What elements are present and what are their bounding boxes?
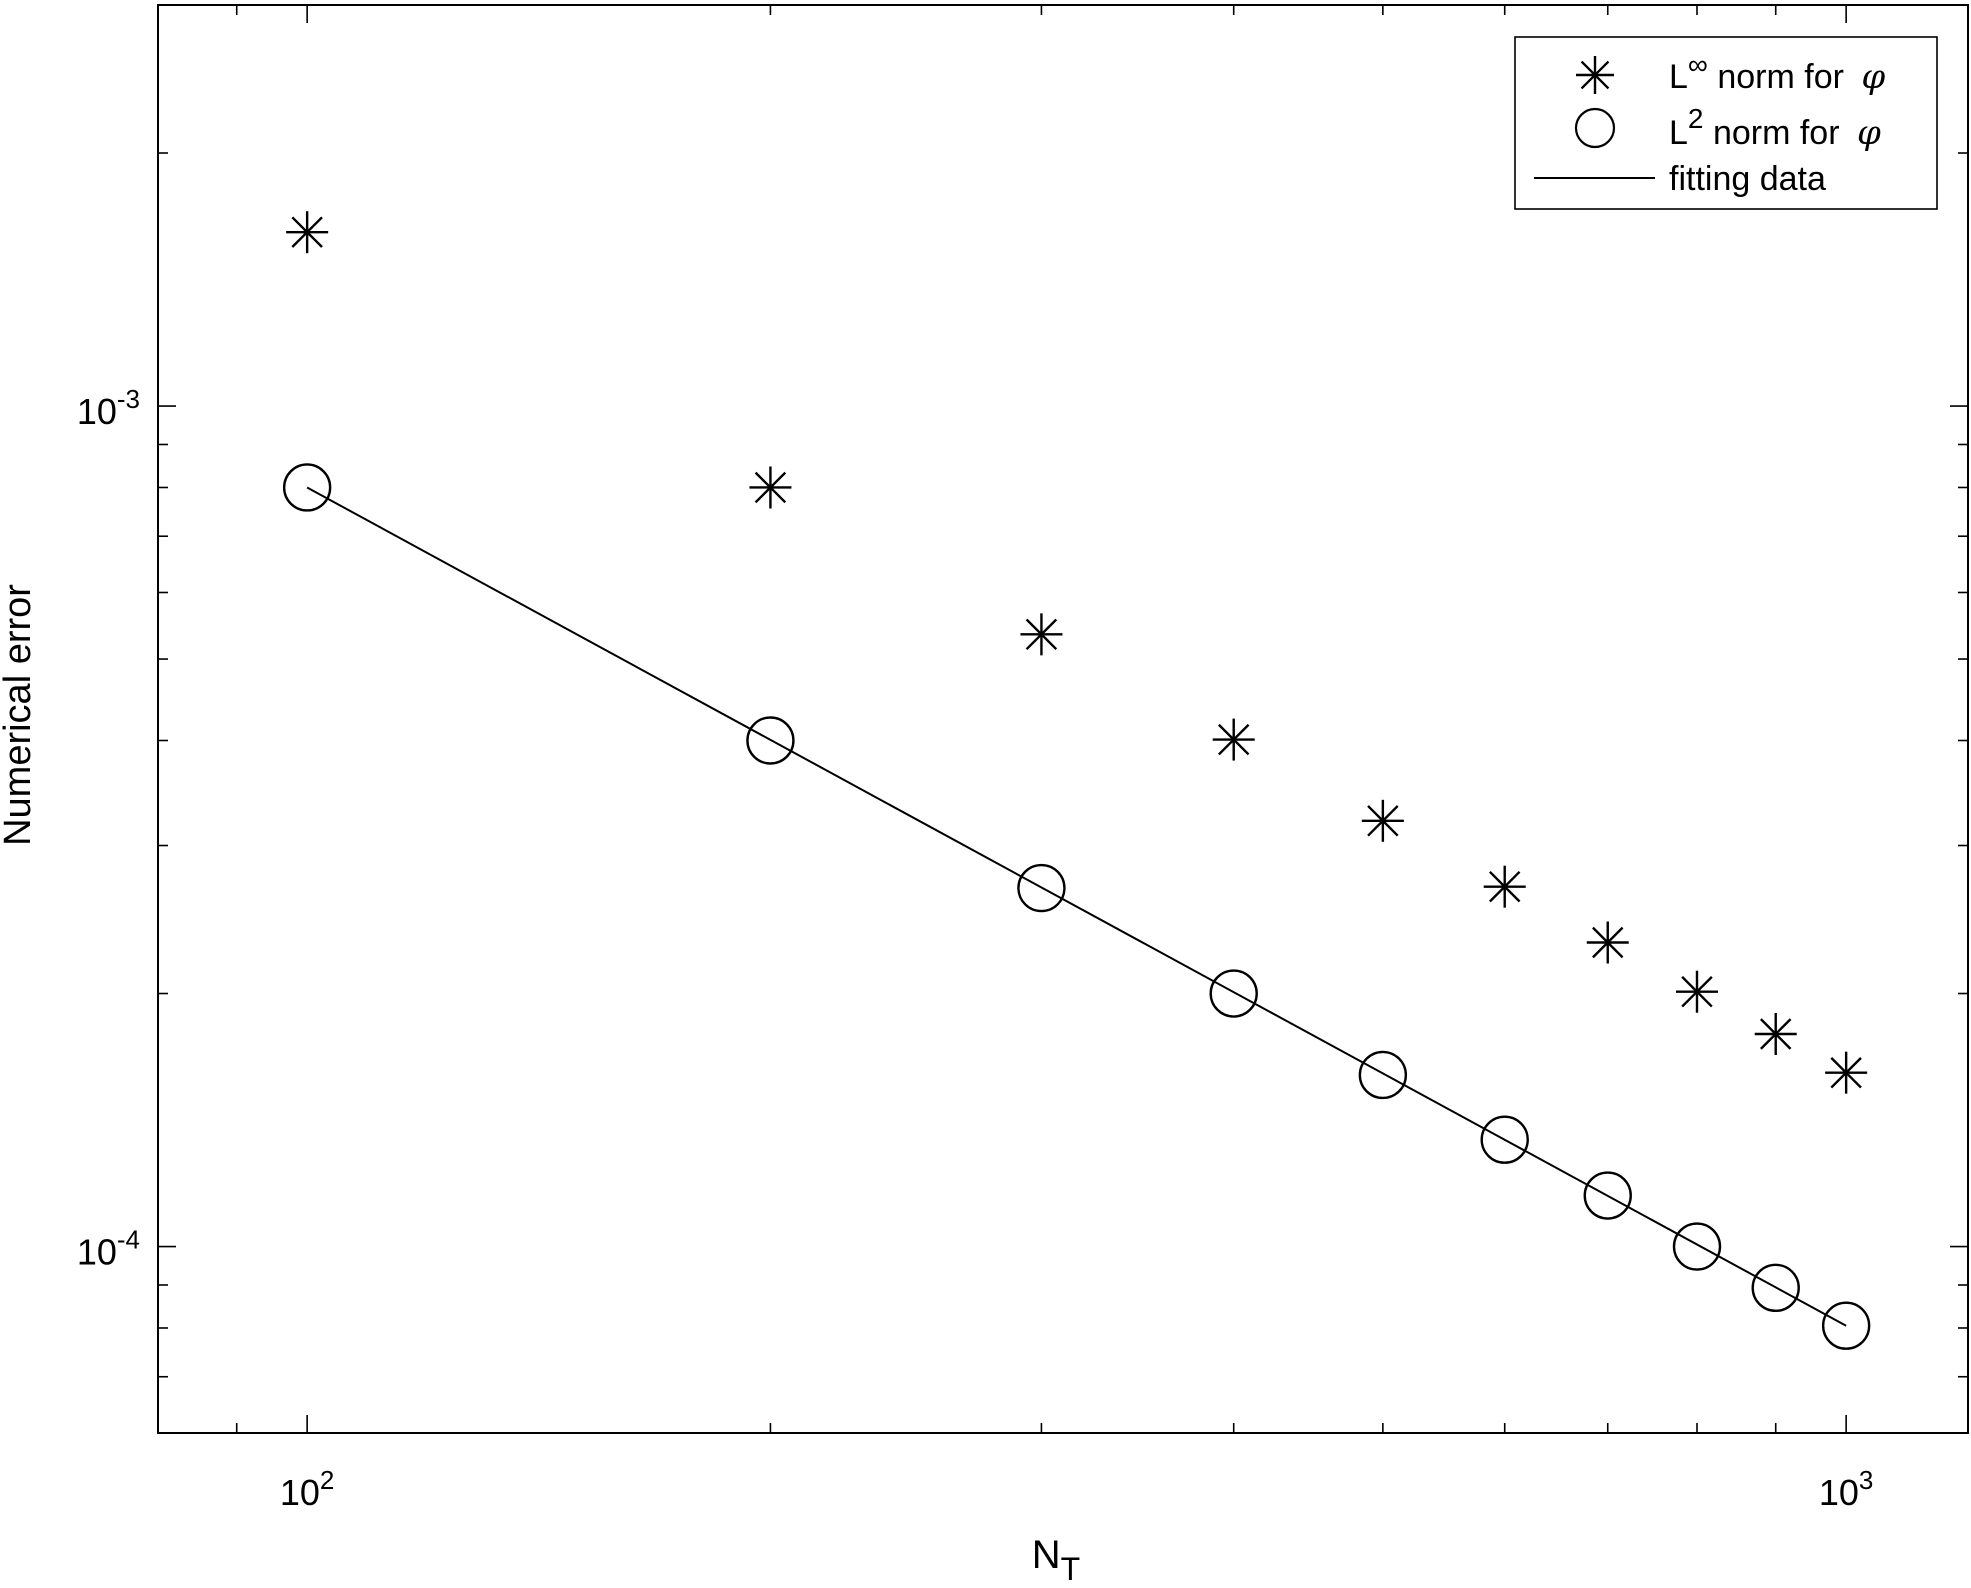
l2-error-point xyxy=(1672,1222,1722,1271)
linf-error-point xyxy=(1754,1013,1797,1056)
l2-error-point xyxy=(1358,1050,1408,1100)
linf-error-point xyxy=(1675,970,1718,1013)
l2-error-point xyxy=(1209,969,1258,1018)
y-tick-label-exponent: -3 xyxy=(117,384,140,414)
fit-line-layer xyxy=(306,486,1847,1327)
plot-area-frame xyxy=(157,4,1969,1434)
l2-error-point xyxy=(746,716,795,765)
y-tick-label: 10-3 xyxy=(77,384,140,432)
x-tick-label-base: 10 xyxy=(1819,1472,1859,1513)
l2-error-point xyxy=(1821,1301,1871,1350)
legend-circle-marker xyxy=(1574,107,1616,149)
y-tick-label: 10-4 xyxy=(77,1225,140,1273)
x-tick-label: 103 xyxy=(1819,1465,1874,1513)
linf-error-point xyxy=(1586,921,1629,964)
major-ticks xyxy=(158,5,1968,1433)
y-tick-label-base: 10 xyxy=(77,1232,117,1273)
legend-label-l2: L2 norm for φ xyxy=(1669,103,1881,153)
x-tick-label: 102 xyxy=(280,1465,335,1513)
linf-error-point xyxy=(1361,799,1404,842)
fit-line xyxy=(306,486,1847,1327)
legend-symbol-circle xyxy=(1574,107,1616,149)
legend-linf-superscript: ∞ xyxy=(1688,49,1708,80)
legend-linf-symbol: φ xyxy=(1861,57,1885,97)
y-axis-label: Numerical error xyxy=(0,584,39,846)
legend-label-linf: L∞ norm for φ xyxy=(1669,49,1885,97)
l2-error-point xyxy=(1017,863,1066,913)
linf-error-point xyxy=(286,211,329,254)
linf-error-point xyxy=(1825,1051,1868,1094)
l2-error-point xyxy=(1480,1115,1529,1164)
x-tick-label-exponent: 3 xyxy=(1859,1465,1873,1495)
legend-linf-prefix: L xyxy=(1669,58,1688,96)
l2-error-point xyxy=(282,463,332,512)
legend-box xyxy=(1514,36,1938,210)
legend-l2-symbol: φ xyxy=(1857,113,1881,153)
y-tick-label-exponent: -4 xyxy=(117,1225,140,1255)
linf-error-point xyxy=(1020,613,1063,656)
l2-error-point xyxy=(1751,1263,1800,1313)
legend-label-fit: fitting data xyxy=(1669,160,1826,198)
legend-l2-suffix: norm for xyxy=(1704,114,1849,152)
legend: L∞ norm for φ L2 norm for φ fitting data xyxy=(1514,36,1938,210)
legend-l2-prefix: L xyxy=(1669,114,1688,152)
legend-asterisk-marker xyxy=(1576,56,1614,94)
x-axis-label-subscript: T xyxy=(1061,1551,1081,1587)
x-axis-label-base: N xyxy=(1032,1533,1061,1577)
x-tick-label-exponent: 2 xyxy=(320,1465,334,1495)
legend-linf-suffix: norm for xyxy=(1708,58,1853,96)
marker-layer xyxy=(282,211,1871,1350)
l2-error-point xyxy=(1583,1171,1632,1220)
legend-l2-superscript: 2 xyxy=(1688,103,1704,134)
legend-symbol-asterisk xyxy=(1576,56,1614,94)
y-tick-label-base: 10 xyxy=(77,391,117,432)
linf-error-point xyxy=(749,466,792,509)
x-axis-label: NT xyxy=(1032,1533,1080,1587)
x-tick-label-base: 10 xyxy=(280,1472,320,1513)
linf-error-point xyxy=(1212,718,1255,761)
linf-error-point xyxy=(1483,865,1526,908)
